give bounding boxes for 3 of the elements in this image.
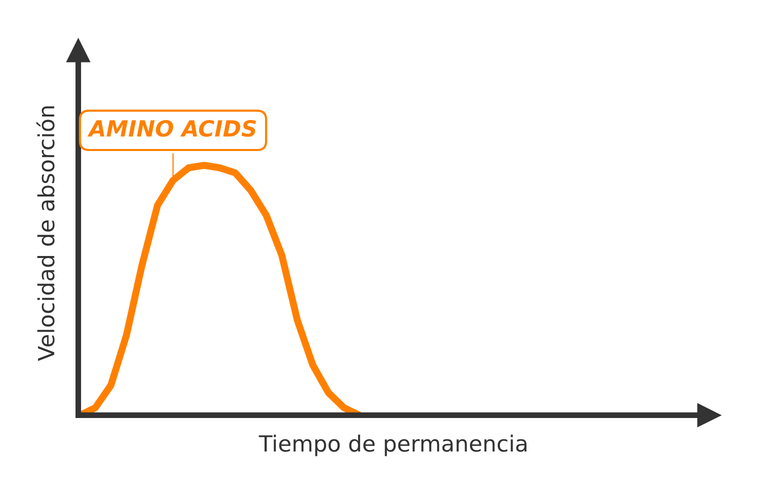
series-label: AMINO ACIDS: [87, 120, 256, 137]
x-axis-title: Tiempo de permanencia: [258, 434, 526, 456]
y-axis-title: Velocidad de absorción: [36, 106, 55, 361]
